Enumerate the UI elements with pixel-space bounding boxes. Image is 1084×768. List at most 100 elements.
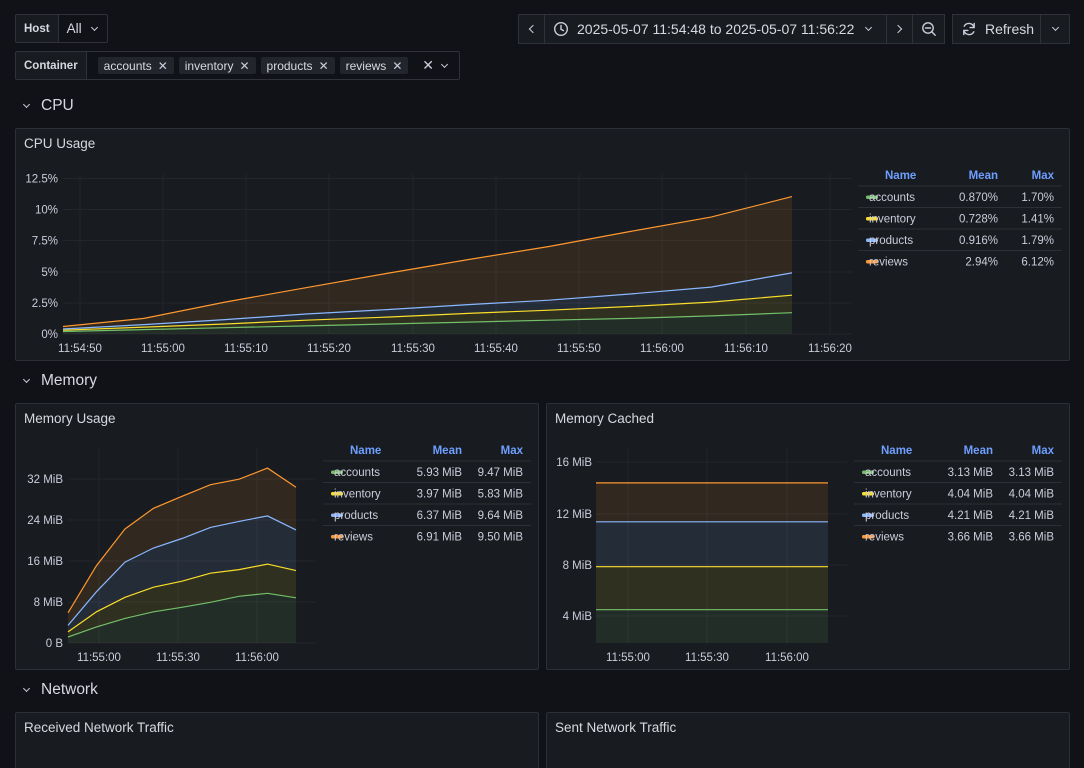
x-tick-label: 11:55:30 xyxy=(685,652,729,664)
y-tick-label: 24 MiB xyxy=(27,515,63,527)
panel-title[interactable]: CPU Usage xyxy=(24,136,96,151)
y-tick-label: 8 MiB xyxy=(563,560,593,572)
x-tick-label: 11:55:00 xyxy=(141,343,185,355)
chevron-down-icon[interactable] xyxy=(440,60,449,68)
legend-mean-value: 0.916% xyxy=(959,235,998,247)
clock-icon xyxy=(553,21,569,37)
series-line-inventory xyxy=(67,563,297,633)
remove-chip-icon[interactable]: ✕ xyxy=(318,58,329,73)
legend-max-value: 3.66 MiB xyxy=(1009,532,1055,544)
legend-series-name[interactable]: accounts xyxy=(869,192,915,204)
y-tick-label: 8 MiB xyxy=(34,597,64,609)
chevron-down-icon xyxy=(1051,23,1059,32)
chevron-down-icon xyxy=(90,23,98,31)
legend-series-name[interactable]: inventory xyxy=(865,489,912,501)
x-tick-label: 11:55:00 xyxy=(606,652,650,664)
panel-title[interactable]: Received Network Traffic xyxy=(24,720,174,735)
legend-series-name[interactable]: reviews xyxy=(865,532,904,544)
refresh-interval-button[interactable] xyxy=(1040,14,1070,44)
legend-header-name[interactable]: Name xyxy=(885,170,916,182)
legend-series-name[interactable]: accounts xyxy=(334,467,380,479)
y-tick-label: 16 MiB xyxy=(27,556,63,568)
y-tick-label: 4 MiB xyxy=(563,611,593,623)
legend-header-mean[interactable]: Mean xyxy=(433,445,462,457)
series-line-inventory xyxy=(62,294,793,331)
x-tick-label: 11:56:10 xyxy=(724,343,768,355)
remove-chip-icon[interactable]: ✕ xyxy=(392,58,403,73)
y-tick-label: 16 MiB xyxy=(556,457,592,469)
x-tick-label: 11:55:20 xyxy=(307,343,351,355)
row-title: Network xyxy=(41,681,98,698)
series-area-accounts xyxy=(68,593,296,643)
legend-max-value: 4.21 MiB xyxy=(1009,510,1055,522)
row-network[interactable]: Network xyxy=(22,681,98,699)
legend-series-name[interactable]: accounts xyxy=(865,467,911,479)
zoom-out-icon xyxy=(921,22,936,36)
host-value: All xyxy=(66,21,82,36)
memory-cached-panel: Memory Cached 4 MiB 8 MiB 12 MiB 16 MiB 11:5… xyxy=(546,403,1070,670)
legend-max-value: 5.83 MiB xyxy=(478,489,524,501)
legend-max-value: 1.70% xyxy=(1021,192,1054,204)
container-label: Container xyxy=(16,52,87,79)
legend-series-name[interactable]: inventory xyxy=(869,214,916,226)
legend-series-name[interactable]: reviews xyxy=(869,257,908,269)
chevron-down-icon xyxy=(865,23,873,32)
legend-max-value: 9.50 MiB xyxy=(478,532,524,544)
legend-swatch xyxy=(331,535,343,539)
row-memory[interactable]: Memory xyxy=(22,372,97,390)
panel-title[interactable]: Memory Usage xyxy=(24,411,116,426)
legend-header-max[interactable]: Max xyxy=(1032,445,1055,457)
legend-swatch xyxy=(331,470,343,474)
chevron-down-icon xyxy=(22,684,31,692)
legend-max-value: 6.12% xyxy=(1021,257,1054,269)
legend-header-max[interactable]: Max xyxy=(1032,170,1055,182)
legend-series-name[interactable]: products xyxy=(865,510,909,522)
chevron-left-icon xyxy=(528,24,538,34)
series-line-products xyxy=(67,515,297,626)
zoom-out-button[interactable] xyxy=(912,14,945,44)
legend-series-name[interactable]: products xyxy=(334,510,378,522)
refresh-button[interactable]: Refresh xyxy=(952,14,1041,44)
y-tick-label: 5% xyxy=(41,267,58,279)
time-forward-button[interactable] xyxy=(886,14,913,44)
legend-swatch xyxy=(862,513,874,517)
legend-swatch xyxy=(862,535,874,539)
series-line-accounts xyxy=(67,592,297,638)
legend-max-value: 1.79% xyxy=(1021,235,1054,247)
series-area-accounts xyxy=(596,609,828,643)
chip-label: products xyxy=(266,58,313,73)
y-tick-label: 0% xyxy=(41,329,58,341)
cpu-usage-chart: 0% 2.5% 5% 7.5% 10% 12.5% 11:54:50 11:55:00 11:5… xyxy=(25,170,1062,355)
container-variable: Container accounts ✕ inventory ✕ products ✕ re… xyxy=(15,51,460,80)
legend-series-name[interactable]: reviews xyxy=(334,532,373,544)
legend-mean-value: 5.93 MiB xyxy=(417,467,463,479)
legend-header-mean[interactable]: Mean xyxy=(964,445,993,457)
series-line-reviews xyxy=(67,467,297,614)
chevron-down-icon xyxy=(22,100,31,108)
x-tick-label: 11:55:10 xyxy=(224,343,268,355)
time-back-button[interactable] xyxy=(518,14,545,44)
legend-max-value: 9.64 MiB xyxy=(478,510,524,522)
received-network-traffic-panel: Received Network Traffic xyxy=(15,712,539,768)
series-area-reviews xyxy=(68,468,296,626)
container-select[interactable]: accounts ✕ inventory ✕ products ✕ reviews ✕ xyxy=(87,57,423,74)
panel-title[interactable]: Sent Network Traffic xyxy=(555,720,677,735)
time-picker-button[interactable]: 2025-05-07 11:54:48 to 2025-05-07 11:56:… xyxy=(544,14,887,44)
y-tick-label: 12 MiB xyxy=(556,509,592,521)
remove-chip-icon[interactable]: ✕ xyxy=(239,58,250,73)
legend-header-name[interactable]: Name xyxy=(881,445,912,457)
legend-header-mean[interactable]: Mean xyxy=(969,170,998,182)
sent-network-traffic-panel: Sent Network Traffic xyxy=(546,712,1070,768)
remove-chip-icon[interactable]: ✕ xyxy=(157,58,168,73)
row-cpu[interactable]: CPU xyxy=(22,97,74,115)
x-tick-label: 11:56:00 xyxy=(640,343,684,355)
legend-header-name[interactable]: Name xyxy=(350,445,381,457)
legend-swatch xyxy=(331,513,343,517)
container-chip: inventory ✕ xyxy=(178,57,256,74)
legend-header-max[interactable]: Max xyxy=(501,445,524,457)
clear-icon[interactable]: ✕ xyxy=(422,57,434,73)
panel-title[interactable]: Memory Cached xyxy=(555,411,655,426)
legend-series-name[interactable]: inventory xyxy=(334,489,381,501)
host-select[interactable]: All xyxy=(59,21,105,36)
legend-series-name[interactable]: products xyxy=(869,235,913,247)
